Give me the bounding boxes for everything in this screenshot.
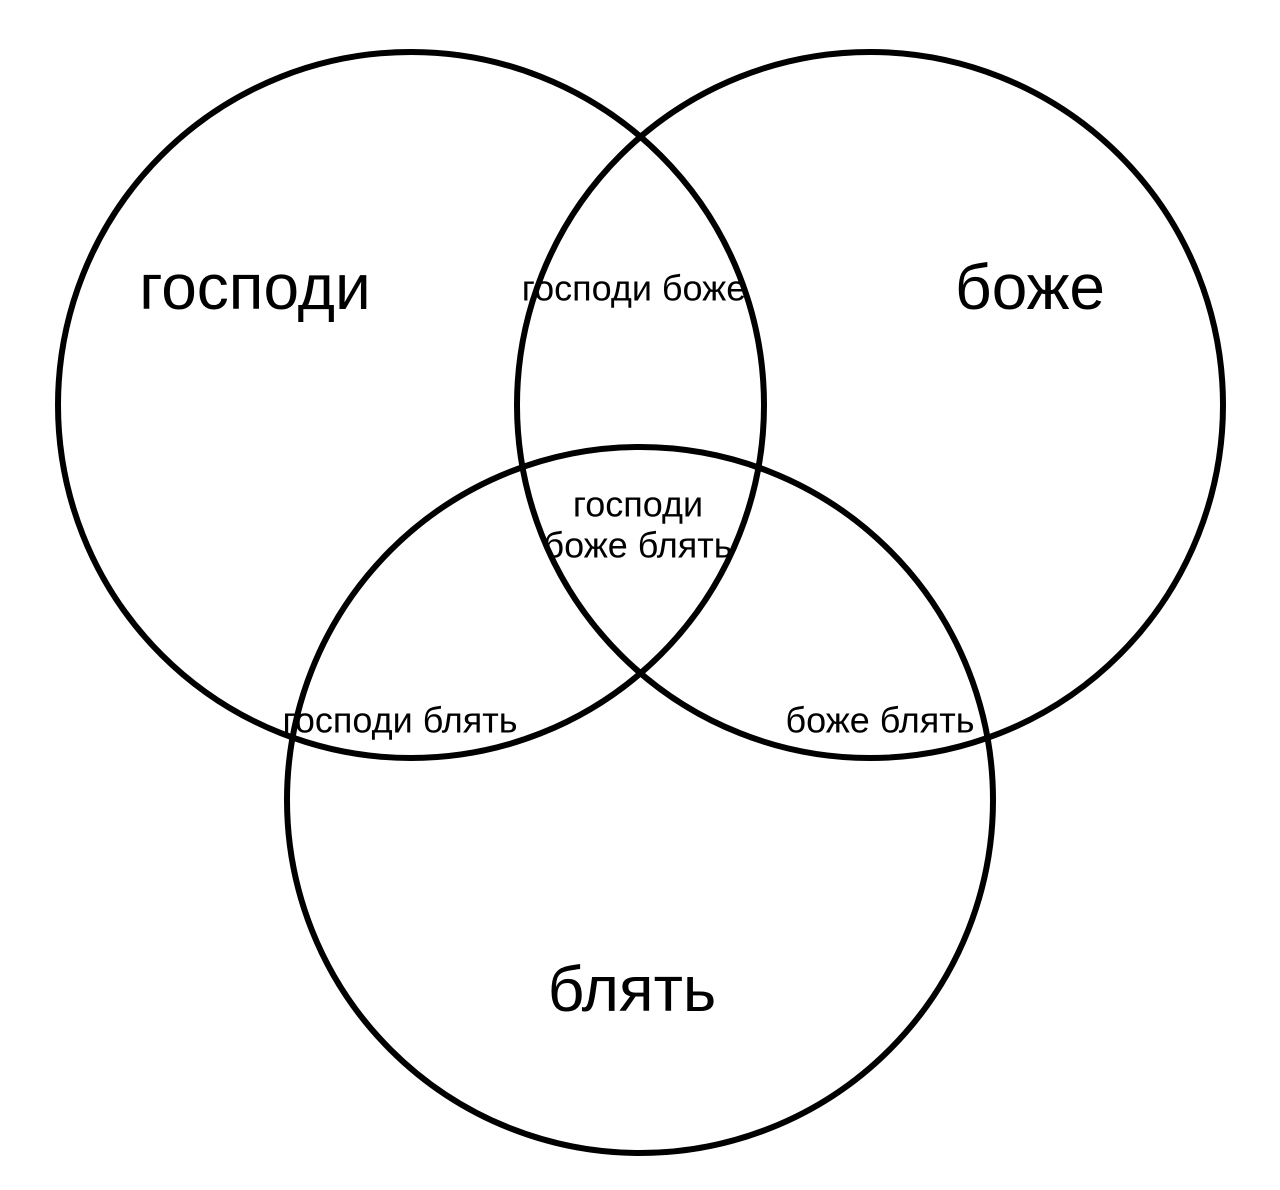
label-bottom: блять [548, 953, 716, 1027]
label-center: господи боже блять [543, 484, 732, 567]
label-left-right: господи боже [522, 267, 747, 308]
venn-diagram: господи боже блять господи боже господи … [0, 0, 1280, 1185]
label-left-bottom: господи блять [283, 699, 518, 740]
label-left: господи [139, 251, 370, 325]
circle-left [58, 52, 764, 758]
circle-right [517, 52, 1223, 758]
label-right: боже [955, 251, 1105, 325]
label-right-bottom: боже блять [785, 699, 974, 740]
